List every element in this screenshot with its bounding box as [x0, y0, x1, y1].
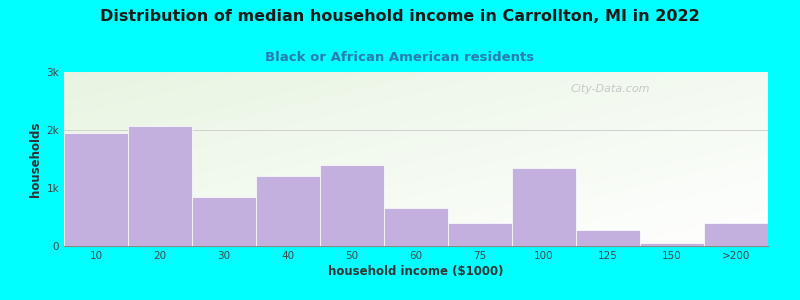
Text: Black or African American residents: Black or African American residents: [266, 51, 534, 64]
Y-axis label: households: households: [30, 121, 42, 197]
Bar: [320, 165, 384, 246]
X-axis label: household income ($1000): household income ($1000): [328, 265, 504, 278]
Bar: [640, 243, 704, 246]
Bar: [384, 208, 448, 246]
Bar: [448, 223, 512, 246]
Text: City-Data.com: City-Data.com: [571, 84, 650, 94]
Text: Distribution of median household income in Carrollton, MI in 2022: Distribution of median household income …: [100, 9, 700, 24]
Bar: [704, 223, 768, 246]
Bar: [192, 197, 256, 246]
Bar: [512, 168, 576, 246]
Bar: [576, 230, 640, 246]
Bar: [64, 133, 128, 246]
Bar: [256, 176, 320, 246]
Bar: [128, 126, 192, 246]
